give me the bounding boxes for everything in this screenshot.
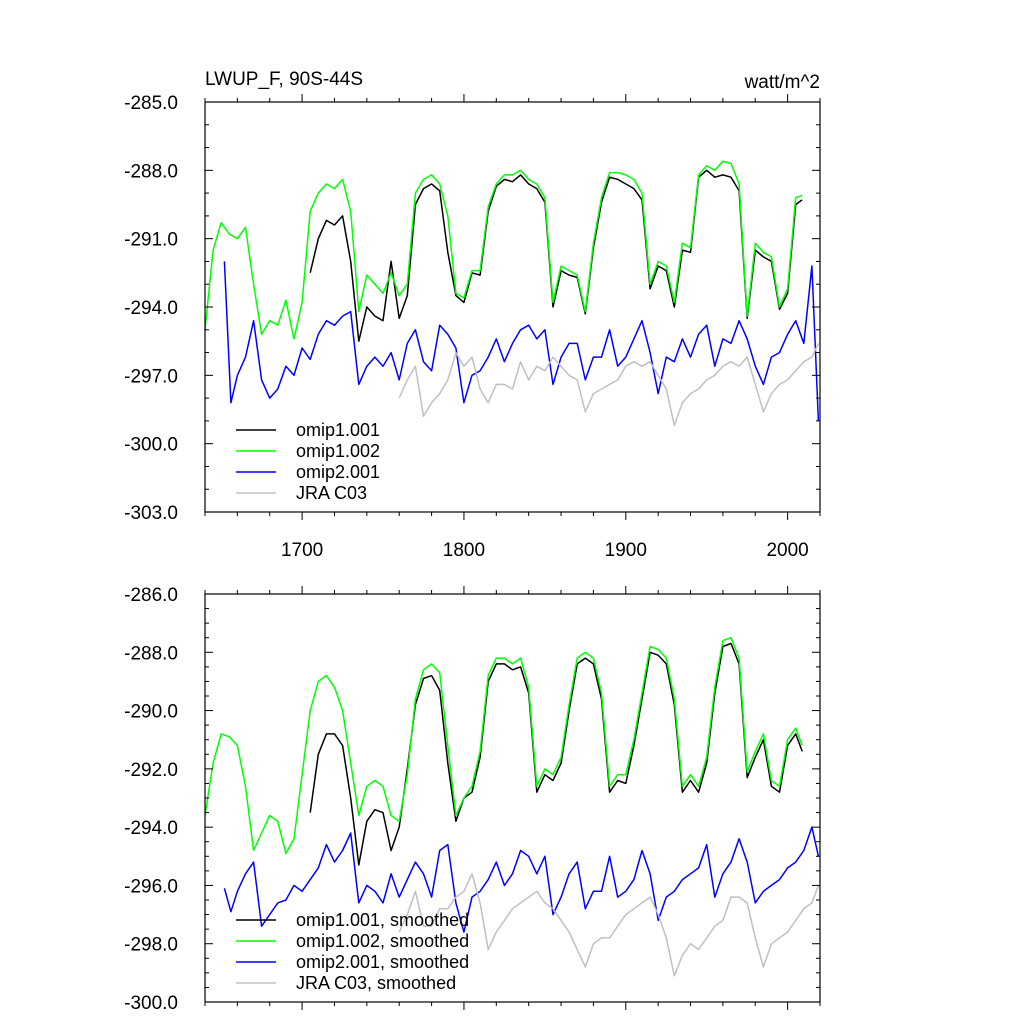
top-legend-label: omip1.002 <box>296 441 380 461</box>
top-y-tick-label: -303.0 <box>124 503 178 524</box>
top-series-line-2 <box>204 160 803 340</box>
bottom-plot-area: -286.0 -288.0 -290.0 -292.0 -294.0 -296.0 -298… <box>124 585 821 1014</box>
bottom-y-tick-label: -294.0 <box>124 818 178 839</box>
top-legend-label: JRA C03 <box>296 483 367 503</box>
top-series-line-1 <box>309 169 803 342</box>
bottom-legend-label: JRA C03, smoothed <box>296 973 456 993</box>
bottom-y-tick-label: -300.0 <box>124 993 178 1014</box>
top-y-tick-label: -291.0 <box>124 230 178 251</box>
top-x-tick-label: 1900 <box>605 540 647 561</box>
bottom-series-line-4 <box>398 873 820 977</box>
bottom-series-line-1 <box>309 642 803 866</box>
bottom-legend-label: omip1.002, smoothed <box>296 931 469 951</box>
top-y-tick-label: -285.0 <box>124 93 178 114</box>
top-y-tick-label: -297.0 <box>124 366 178 387</box>
top-panel-units: watt/m^2 <box>744 72 820 93</box>
bottom-y-tick-label: -292.0 <box>124 760 178 781</box>
top-x-tick-label: 1700 <box>281 540 323 561</box>
bottom-y-tick-label: -296.0 <box>124 876 178 897</box>
top-panel-title: LWUP_F, 90S-44S <box>205 69 363 90</box>
top-y-tick-label: -300.0 <box>124 435 178 456</box>
bottom-series-line-3 <box>223 826 820 933</box>
top-series-line-3 <box>223 261 820 421</box>
top-panel: LWUP_F, 90S-44S watt/m^2 -285.0 -288.0 -29… <box>124 69 821 561</box>
top-x-tick-label: 2000 <box>766 540 808 561</box>
bottom-y-tick-label: -288.0 <box>124 643 178 664</box>
bottom-y-tick-label: -286.0 <box>124 585 178 606</box>
bottom-legend-label: omip1.001, smoothed <box>296 910 469 930</box>
top-x-tick-label: 1800 <box>443 540 485 561</box>
top-legend-label: omip1.001 <box>296 420 380 440</box>
top-plot-area: -285.0 -288.0 -291.0 -294.0 -297.0 -300.0 -303… <box>124 93 821 561</box>
bottom-y-tick-label: -290.0 <box>124 702 178 723</box>
top-y-tick-label: -294.0 <box>124 298 178 319</box>
bottom-series-line-2 <box>204 636 803 855</box>
top-y-tick-label: -288.0 <box>124 161 178 182</box>
bottom-panel: -286.0 -288.0 -290.0 -292.0 -294.0 -296.0 -298… <box>124 585 821 1014</box>
top-legend-label: omip2.001 <box>296 462 380 482</box>
bottom-legend-label: omip2.001, smoothed <box>296 952 469 972</box>
top-series-line-4 <box>398 343 820 427</box>
bottom-y-tick-label: -298.0 <box>124 935 178 956</box>
